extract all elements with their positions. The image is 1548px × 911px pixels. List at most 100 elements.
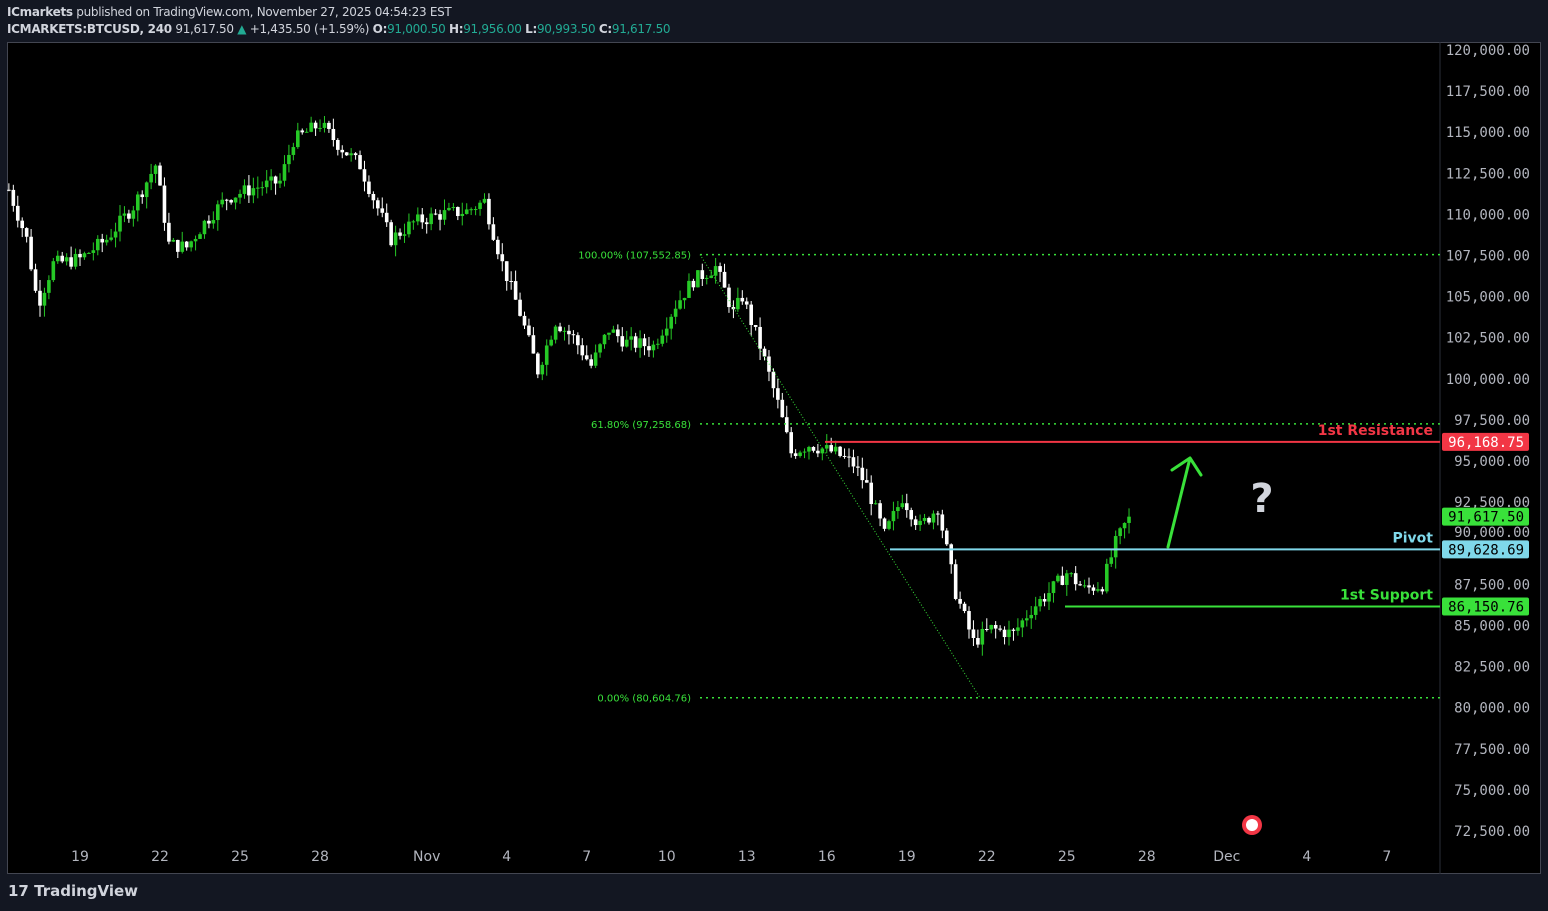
- chart-panel[interactable]: [7, 42, 1541, 874]
- candle-body: [393, 232, 398, 246]
- candle-body: [869, 482, 874, 505]
- y-tick-label: 90,000.00: [1454, 525, 1530, 541]
- candle-body: [1073, 573, 1078, 585]
- candle-body: [349, 153, 353, 156]
- candle-body: [616, 329, 620, 337]
- candle-body: [131, 210, 136, 219]
- candle-body: [411, 221, 416, 223]
- candle-body: [540, 364, 545, 375]
- up-triangle-icon: ▲: [237, 22, 247, 36]
- y-tick-label: 80,000.00: [1454, 701, 1530, 717]
- x-tick-label: 19: [71, 849, 89, 865]
- candle-body: [576, 335, 580, 346]
- candle-body: [153, 165, 158, 174]
- candle-body: [700, 270, 705, 279]
- open-label: O:: [372, 22, 388, 36]
- candle-body: [504, 261, 509, 282]
- fib-level-label: 61.80% (97,258.68): [591, 420, 691, 431]
- candle-body: [553, 326, 558, 340]
- open-value: 91,000.50: [387, 22, 446, 36]
- candle-body: [993, 624, 998, 629]
- candle-body: [158, 165, 162, 186]
- candle-body: [953, 564, 958, 599]
- y-tick-label: 102,500.00: [1446, 331, 1530, 347]
- candle-body: [864, 480, 869, 483]
- candle-body: [1007, 629, 1011, 638]
- candle-body: [376, 200, 380, 209]
- x-tick-label: 13: [738, 849, 756, 865]
- candle-body: [1056, 575, 1060, 582]
- candle-body: [1042, 598, 1047, 602]
- candle-body: [584, 355, 589, 360]
- candle-body: [727, 287, 731, 308]
- us-flag-event-icon-inner: [1246, 819, 1258, 831]
- candle-body: [464, 209, 469, 214]
- low-value: 90,993.50: [536, 22, 596, 36]
- candle-body: [531, 335, 536, 354]
- candle-body: [336, 140, 340, 150]
- candle-body: [567, 330, 571, 335]
- y-tick-label: 100,000.00: [1446, 372, 1530, 388]
- x-tick-label: 16: [818, 849, 836, 865]
- candle-body: [664, 328, 669, 336]
- candle-body: [491, 224, 496, 240]
- candle-body: [291, 147, 296, 155]
- last-price-text: 91,617.50: [1448, 510, 1524, 526]
- candle-body: [900, 503, 905, 508]
- candle-body: [651, 344, 656, 351]
- candle-body: [824, 445, 829, 449]
- candle-body: [580, 345, 585, 356]
- candle-body: [215, 204, 220, 221]
- y-tick-label: 87,500.00: [1454, 577, 1530, 593]
- published-text: published on TradingView.com, November 2…: [76, 5, 452, 19]
- candle-body: [1087, 585, 1091, 588]
- candle-body: [20, 220, 25, 229]
- symbol[interactable]: ICMARKETS:BTCUSD, 240: [7, 22, 172, 36]
- candle-body: [1033, 606, 1038, 615]
- candle-body: [656, 343, 660, 345]
- level-label: 1st Support: [1340, 588, 1433, 604]
- candle-body: [144, 182, 149, 198]
- candle-body: [589, 359, 593, 366]
- x-tick-label: 25: [231, 849, 249, 865]
- candle-body: [913, 519, 918, 526]
- candle-body: [847, 456, 851, 458]
- candle-body: [438, 214, 442, 220]
- level-price-tag: [1442, 597, 1529, 616]
- candle-body: [1024, 618, 1029, 621]
- candle-body: [1047, 593, 1051, 602]
- candle-body: [327, 122, 331, 129]
- candle-body: [278, 180, 282, 184]
- close-label: C:: [598, 22, 612, 36]
- candle-body: [1091, 587, 1096, 591]
- candle-body: [1100, 589, 1105, 592]
- candle-body: [309, 122, 313, 132]
- candle-body: [60, 255, 65, 262]
- candle-body: [433, 213, 438, 215]
- candle-body: [24, 228, 29, 237]
- candle-body: [313, 122, 318, 129]
- y-tick-label: 107,500.00: [1446, 249, 1530, 265]
- y-tick-label: 105,000.00: [1446, 290, 1530, 306]
- candle-body: [1029, 614, 1034, 619]
- candle-body: [1082, 585, 1087, 587]
- y-tick-label: 77,500.00: [1454, 742, 1530, 758]
- candle-body: [642, 338, 647, 347]
- candle-body: [544, 345, 549, 365]
- candle-body: [353, 153, 358, 156]
- candle-body: [989, 624, 994, 630]
- candle-body: [856, 466, 860, 468]
- x-tick-label: 22: [151, 849, 169, 865]
- level-price-tag: [1442, 432, 1529, 451]
- candle-body: [536, 353, 540, 375]
- logo-icon: 𝟭𝟳: [8, 882, 29, 900]
- candle-body: [273, 176, 278, 184]
- y-tick-label: 110,000.00: [1446, 207, 1530, 223]
- level-label: 1st Resistance: [1318, 423, 1433, 439]
- x-tick-label: 7: [582, 849, 591, 865]
- candle-body: [878, 503, 882, 519]
- tradingview-logo[interactable]: 𝟭𝟳 TradingView: [8, 882, 138, 900]
- candle-body: [602, 334, 607, 345]
- candle-body: [518, 299, 522, 316]
